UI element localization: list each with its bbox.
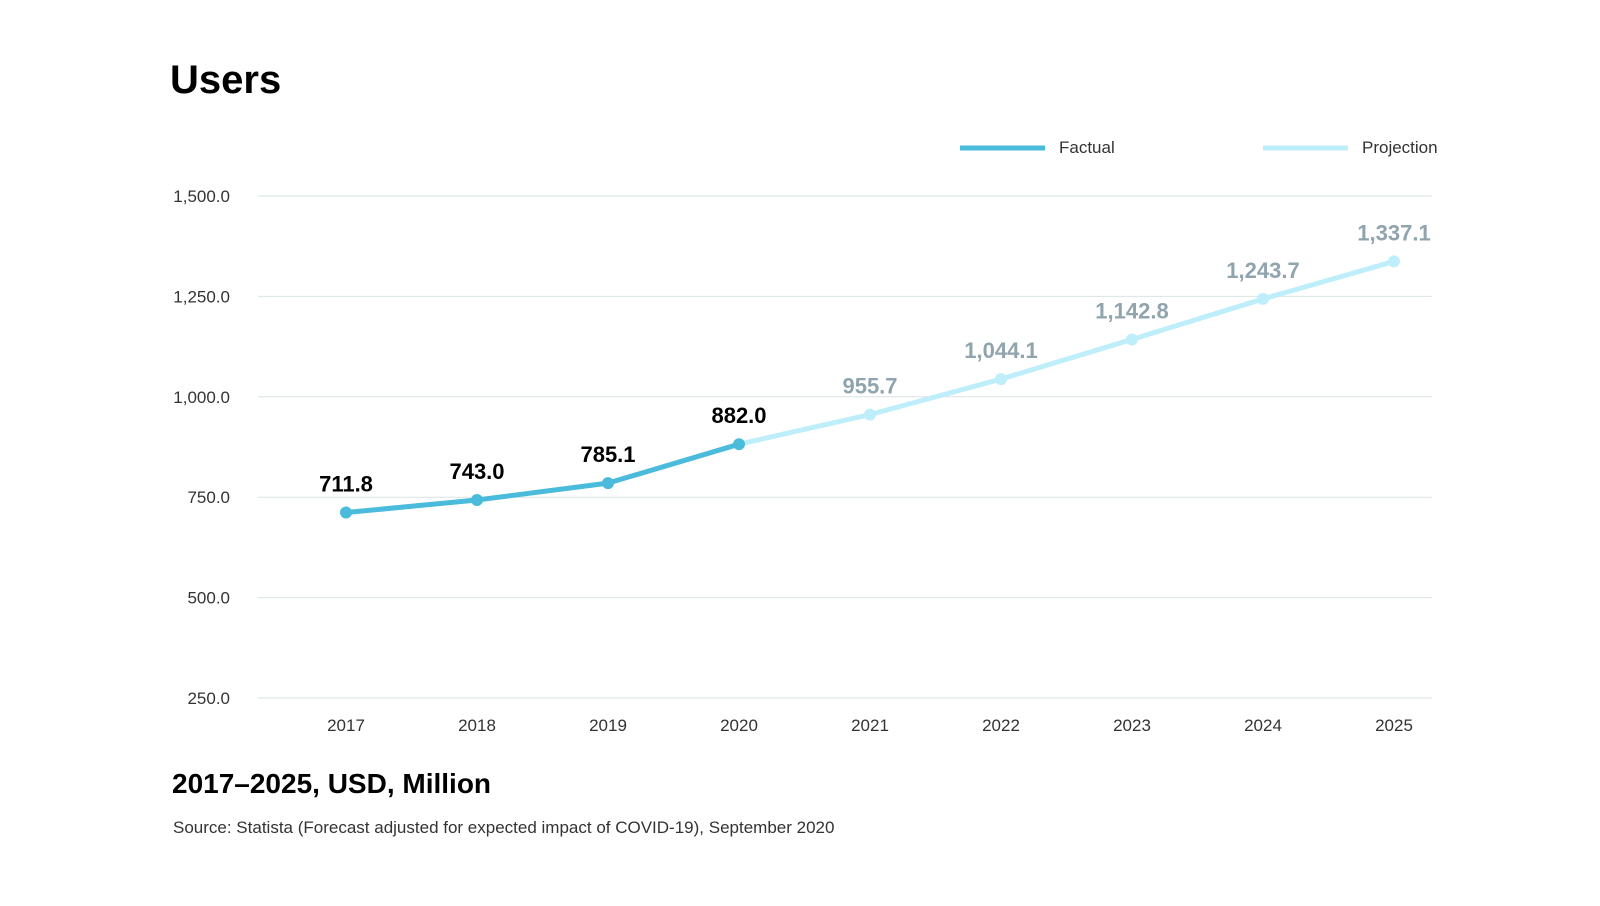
data-label: 785.1 — [580, 442, 635, 467]
data-point — [1126, 333, 1138, 346]
data-point — [995, 373, 1007, 386]
y-tick-label: 1,250.0 — [173, 287, 230, 306]
x-axis-tick-labels: 2017 2018 2019 2020 2021 2022 2023 2024 2025 — [327, 716, 1413, 735]
x-tick-label: 2025 — [1375, 716, 1413, 735]
data-point — [602, 477, 614, 490]
x-tick-label: 2018 — [458, 716, 496, 735]
x-tick-label: 2020 — [720, 716, 758, 735]
legend-label-factual: Factual — [1059, 138, 1115, 157]
data-label: 743.0 — [449, 459, 504, 484]
data-label: 1,142.8 — [1095, 298, 1168, 323]
series-lines — [343, 258, 1397, 516]
data-point — [1257, 292, 1269, 305]
x-tick-label: 2017 — [327, 716, 365, 735]
y-axis-tick-labels: 250.0 500.0 750.0 1,000.0 1,250.0 1,500.0 — [173, 187, 230, 708]
x-tick-label: 2023 — [1113, 716, 1151, 735]
chart-title: Users — [170, 58, 282, 102]
x-tick-label: 2024 — [1244, 716, 1282, 735]
data-label: 1,337.1 — [1357, 220, 1430, 245]
y-tick-label: 750.0 — [187, 488, 230, 507]
projection-line — [736, 258, 1397, 447]
gridlines — [258, 195, 1432, 699]
data-label: 882.0 — [711, 403, 766, 428]
data-label: 1,243.7 — [1226, 258, 1299, 283]
x-tick-label: 2022 — [982, 716, 1020, 735]
factual-line — [343, 441, 742, 516]
data-point — [340, 506, 352, 519]
y-tick-label: 1,500.0 — [173, 187, 230, 206]
data-label: 711.8 — [319, 472, 373, 497]
x-tick-label: 2021 — [851, 716, 889, 735]
legend: Factual Projection — [960, 138, 1438, 157]
y-tick-label: 1,000.0 — [173, 388, 230, 407]
data-label: 1,044.1 — [964, 338, 1037, 363]
chart-subtitle: 2017–2025, USD, Million — [172, 768, 492, 799]
data-point — [1388, 255, 1400, 268]
data-labels: 711.8 743.0 785.1 882.0 955.7 1,044.1 1,142.8 1… — [319, 220, 1431, 496]
y-tick-label: 250.0 — [187, 689, 230, 708]
data-point — [471, 494, 483, 507]
chart-source: Source: Statista (Forecast adjusted for … — [173, 818, 835, 837]
data-points — [340, 255, 1400, 519]
legend-label-projection: Projection — [1362, 138, 1438, 157]
data-label: 955.7 — [842, 374, 897, 399]
x-tick-label: 2019 — [589, 716, 627, 735]
data-point — [733, 438, 745, 451]
y-tick-label: 500.0 — [187, 589, 230, 608]
data-point — [864, 408, 876, 421]
